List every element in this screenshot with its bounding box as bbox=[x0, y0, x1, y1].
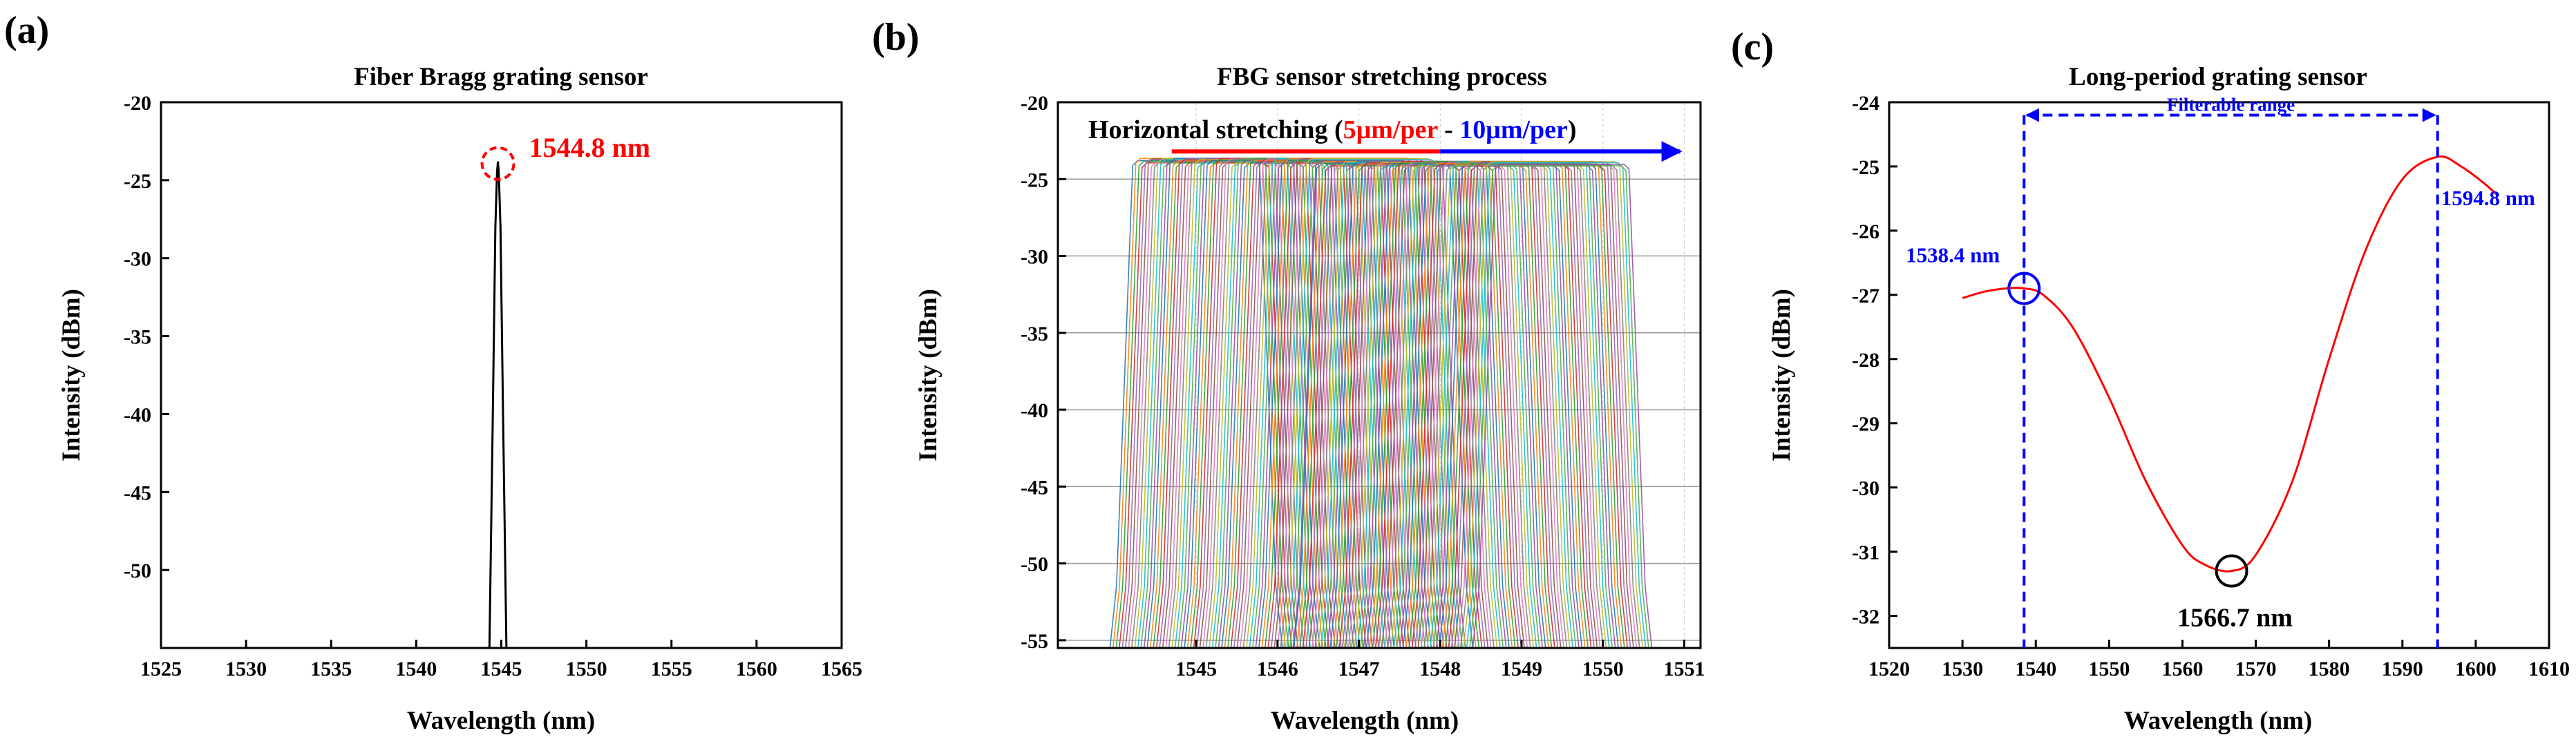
right-peak-label: 1594.8 nm bbox=[2441, 186, 2535, 210]
x-tick-label: 1535 bbox=[310, 658, 352, 680]
stretch-label-dash: - bbox=[1438, 115, 1460, 144]
y-tick-label: -29 bbox=[1852, 413, 1879, 436]
x-tick-label: 1550 bbox=[2088, 658, 2130, 680]
x-tick-label: 1555 bbox=[651, 658, 692, 680]
chart-a-ylabel: Intensity (dBm) bbox=[57, 289, 86, 461]
x-tick-label: 1551 bbox=[1663, 658, 1705, 680]
spectrum-line bbox=[1466, 162, 1647, 648]
x-tick-label: 1610 bbox=[2528, 658, 2570, 680]
x-tick-label: 1525 bbox=[140, 658, 182, 680]
chart-c-plot bbox=[1962, 155, 2499, 573]
stretch-label-suffix: ) bbox=[1568, 115, 1577, 144]
x-tick-label: 1600 bbox=[2455, 658, 2497, 680]
stretch-label-prefix: Horizontal stretching ( bbox=[1088, 115, 1343, 144]
y-tick-label: -27 bbox=[1852, 285, 1879, 307]
chart-a-title: Fiber Bragg grating sensor bbox=[354, 63, 648, 91]
y-tick-label: -30 bbox=[1852, 477, 1879, 500]
y-tick-label: -26 bbox=[1852, 220, 1879, 243]
y-tick-label: -24 bbox=[1852, 92, 1879, 115]
x-tick-label: 1560 bbox=[2161, 658, 2203, 680]
x-tick-label: 1548 bbox=[1419, 658, 1461, 680]
y-tick-label: -40 bbox=[124, 403, 151, 426]
y-tick-label: -55 bbox=[1021, 630, 1048, 653]
dip-marker bbox=[2215, 554, 2248, 588]
y-tick-label: -25 bbox=[1021, 169, 1048, 191]
left-peak-label: 1538.4 nm bbox=[1906, 243, 2000, 267]
y-tick-label: -30 bbox=[124, 248, 151, 271]
chart-c-plot-frame bbox=[1888, 101, 2550, 649]
y-tick-label: -32 bbox=[1852, 606, 1879, 629]
chart-a-xlabel: Wavelength (nm) bbox=[407, 707, 595, 735]
panel-label-a: (a) bbox=[4, 9, 49, 52]
x-tick-label: 1545 bbox=[481, 658, 522, 680]
spectrum-line bbox=[1469, 165, 1649, 648]
spectrum-line bbox=[1286, 159, 1460, 648]
x-tick-label: 1549 bbox=[1501, 658, 1542, 680]
panel-b-stretching-chart: FBG sensor stretching process -20 -25 -30 -… bbox=[914, 63, 1705, 735]
panel-c-lpg-chart: Long-period grating sensor -24 -25 -26 -27 -… bbox=[1768, 63, 2570, 735]
chart-b-ylabel: Intensity (dBm) bbox=[914, 289, 943, 461]
x-tick-label: 1530 bbox=[1942, 658, 1983, 680]
panel-a-fbg-chart: Fiber Bragg grating sensor -20 -25 -30 -35 -… bbox=[57, 63, 862, 735]
panel-label-c: (c) bbox=[1731, 26, 1774, 68]
y-tick-label: -45 bbox=[124, 481, 151, 504]
y-tick-label: -20 bbox=[124, 92, 151, 115]
x-tick-label: 1550 bbox=[566, 658, 607, 680]
x-tick-label: 1590 bbox=[2382, 658, 2423, 680]
chart-a-plot bbox=[488, 161, 508, 648]
fbg-spectrum-line bbox=[488, 161, 508, 648]
chart-a-plot-frame bbox=[160, 101, 843, 649]
y-tick-label: -31 bbox=[1852, 542, 1879, 564]
chart-c-xlabel: Wavelength (nm) bbox=[2124, 707, 2312, 735]
x-tick-label: 1545 bbox=[1175, 658, 1217, 680]
spectrum-line bbox=[1472, 164, 1653, 648]
x-tick-label: 1546 bbox=[1257, 658, 1298, 680]
y-tick-label: -35 bbox=[124, 326, 151, 349]
chart-b-xlabel: Wavelength (nm) bbox=[1271, 707, 1459, 735]
stretch-rate-10um: 10μm/per bbox=[1459, 115, 1568, 144]
x-tick-label: 1530 bbox=[225, 658, 267, 680]
y-tick-label: -45 bbox=[1021, 476, 1048, 499]
chart-b-plot-frame bbox=[1057, 101, 1702, 649]
x-tick-label: 1580 bbox=[2309, 658, 2350, 680]
chart-c-ylabel: Intensity (dBm) bbox=[1768, 289, 1796, 461]
y-tick-label: -40 bbox=[1021, 399, 1048, 422]
y-tick-label: -50 bbox=[124, 560, 151, 582]
y-tick-label: -30 bbox=[1021, 246, 1048, 269]
x-tick-label: 1520 bbox=[1868, 658, 1910, 680]
x-tick-label: 1550 bbox=[1582, 658, 1624, 680]
chart-b-stretch-label: Horizontal stretching (5μm/per - 10μm/pe… bbox=[1088, 115, 1577, 144]
x-tick-label: 1565 bbox=[821, 658, 862, 680]
x-tick-label: 1570 bbox=[2235, 658, 2277, 680]
x-tick-label: 1540 bbox=[2015, 658, 2056, 680]
y-tick-label: -20 bbox=[1021, 92, 1048, 115]
y-tick-label: -25 bbox=[1852, 156, 1879, 179]
peak-marker-circle bbox=[480, 146, 515, 181]
dip-wavelength-label: 1566.7 nm bbox=[2177, 603, 2293, 632]
x-tick-label: 1540 bbox=[395, 658, 437, 680]
y-tick-label: -28 bbox=[1852, 349, 1879, 372]
chart-c-title: Long-period grating sensor bbox=[2069, 63, 2367, 91]
chart-b-plot bbox=[1109, 158, 1653, 648]
stretch-rate-5um: 5μm/per bbox=[1343, 115, 1439, 144]
panel-label-b: (b) bbox=[872, 16, 919, 59]
peak-wavelength-label: 1544.8 nm bbox=[529, 132, 651, 163]
x-tick-label: 1560 bbox=[736, 658, 777, 680]
lpg-spectrum-line bbox=[1962, 155, 2499, 573]
spectrum-line bbox=[1463, 161, 1643, 648]
y-tick-label: -35 bbox=[1021, 323, 1048, 345]
spectrum-line bbox=[1282, 158, 1457, 648]
y-tick-label: -25 bbox=[124, 170, 151, 193]
left-peak-marker bbox=[2007, 271, 2041, 305]
y-tick-label: -50 bbox=[1021, 553, 1048, 576]
x-tick-label: 1547 bbox=[1338, 658, 1380, 680]
filterable-range-label: Filterable range bbox=[2167, 95, 2295, 115]
chart-b-title: FBG sensor stretching process bbox=[1217, 63, 1547, 91]
